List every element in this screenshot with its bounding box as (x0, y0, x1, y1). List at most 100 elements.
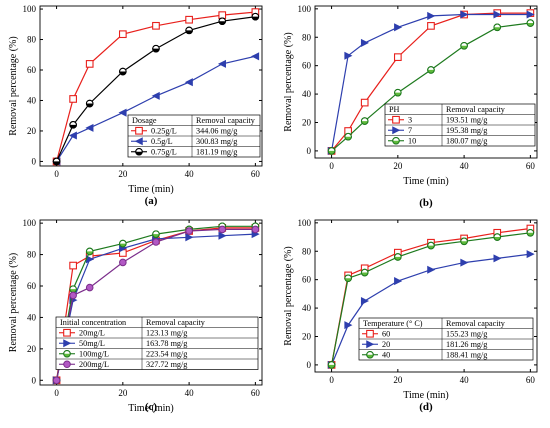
y-tick-label: 80 (27, 35, 37, 45)
data-point (69, 285, 77, 293)
legend-marker (366, 350, 374, 359)
data-point (85, 283, 94, 292)
x-tick-label: 20 (393, 375, 403, 385)
data-point (68, 131, 77, 140)
legend-marker (366, 329, 374, 338)
legend-series-name: 40 (382, 351, 390, 360)
series-4 (52, 225, 260, 385)
data-point (394, 253, 402, 261)
y-tick-label: 0 (307, 360, 312, 370)
series-3 (327, 19, 535, 155)
legend-series-name: 60 (382, 330, 390, 339)
legend-series-name: 10 (408, 137, 416, 146)
legend-series-capacity: 327.72 mg/g (146, 360, 187, 369)
legend-marker (63, 360, 71, 369)
x-axis-label: Time (min) (403, 176, 448, 187)
series-3 (52, 12, 260, 166)
series-3 (327, 228, 535, 369)
data-point (52, 376, 61, 385)
plot-frame (314, 219, 538, 373)
y-tick-label: 20 (27, 344, 37, 354)
legend-header-label: Dosage (132, 116, 157, 125)
legend-marker (135, 126, 143, 135)
x-tick-label: 40 (185, 388, 195, 398)
data-point (218, 17, 227, 26)
x-tick-label: 0 (329, 161, 334, 171)
data-point (69, 95, 77, 103)
legend-header-capacity: Removal capacity (196, 116, 256, 125)
data-point (344, 51, 353, 60)
legend-series-capacity: 344.06 mg/g (196, 127, 237, 136)
panel-label: (b) (419, 197, 433, 209)
data-point (185, 26, 193, 35)
y-tick-label: 80 (302, 32, 312, 42)
data-point (493, 254, 502, 263)
legend-series-capacity: 123.13 mg/g (146, 329, 187, 338)
y-tick-label: 80 (27, 250, 37, 260)
legend-marker (392, 115, 400, 124)
legend-series-name: 50mg/L (79, 339, 105, 348)
y-axis-label: Removal percentage (%) (8, 253, 19, 352)
legend-header-label: Temperature (° C) (363, 319, 423, 328)
legend: Initial concentration Removal capacity 20m… (55, 316, 259, 370)
x-tick-label: 60 (251, 169, 261, 179)
data-point (85, 247, 94, 256)
data-point (460, 237, 468, 246)
y-tick-label: 100 (298, 4, 312, 14)
x-tick-label: 60 (526, 375, 536, 385)
legend-marker (366, 340, 375, 349)
legend-marker (392, 136, 400, 145)
plot-frame (314, 5, 538, 159)
plot-frame (39, 219, 263, 386)
legend-marker (134, 137, 143, 146)
legend: PH Removal capacity 3 193.51 mg/g 7 195.38 mg… (384, 103, 536, 147)
data-point (394, 88, 402, 97)
data-point (69, 261, 77, 270)
data-point (460, 41, 468, 50)
series-line (56, 225, 256, 381)
data-point (460, 10, 469, 19)
data-point (184, 78, 193, 87)
y-axis-label: Removal percentage (%) (283, 246, 294, 345)
data-point (360, 268, 369, 277)
x-tick-label: 20 (118, 388, 128, 398)
x-tick-label: 40 (460, 375, 470, 385)
data-point (118, 108, 127, 117)
y-tick-label: 100 (298, 218, 312, 228)
chart-panel-4: 0 20 40 60 0 20 40 60 80 100 Time (min) Removal per… (283, 218, 538, 413)
data-point (526, 19, 535, 27)
series-line (56, 16, 256, 162)
plot-frame (39, 5, 263, 167)
legend-series-capacity: 193.51 mg/g (446, 116, 487, 125)
data-point (360, 98, 369, 107)
x-tick-label: 0 (329, 375, 334, 385)
y-tick-label: 20 (302, 117, 312, 127)
data-point (152, 230, 160, 238)
legend-marker (135, 147, 143, 156)
data-point (394, 23, 403, 32)
data-point (327, 147, 336, 155)
y-tick-label: 0 (32, 375, 37, 385)
legend: Dosage Removal capacity 0.25g/L 344.06 mg/g… (127, 114, 261, 158)
data-point (152, 21, 160, 30)
x-tick-label: 60 (251, 388, 261, 398)
legend-header-label: PH (389, 105, 400, 114)
legend-series-name: 20 (382, 340, 390, 349)
data-point (251, 225, 260, 234)
x-tick-label: 0 (54, 169, 59, 179)
x-tick-label: 40 (460, 161, 470, 171)
data-point (460, 258, 469, 267)
y-tick-label: 40 (302, 89, 312, 99)
legend-header-capacity: Removal capacity (146, 318, 206, 327)
legend-series-capacity: 300.83 mg/g (196, 137, 237, 146)
panel-label: (a) (145, 195, 158, 207)
data-point (185, 15, 193, 24)
chart-panel-1: 0 20 40 60 0 20 40 60 80 100 Time (min) Removal per… (8, 4, 263, 207)
chart-panel-2: 0 20 40 60 0 20 40 60 80 100 Time (min) Removal per… (283, 4, 538, 209)
y-tick-label: 60 (302, 275, 312, 285)
data-point (119, 258, 127, 267)
series-line (331, 12, 531, 152)
x-tick-label: 60 (526, 161, 536, 171)
data-point (360, 38, 370, 47)
